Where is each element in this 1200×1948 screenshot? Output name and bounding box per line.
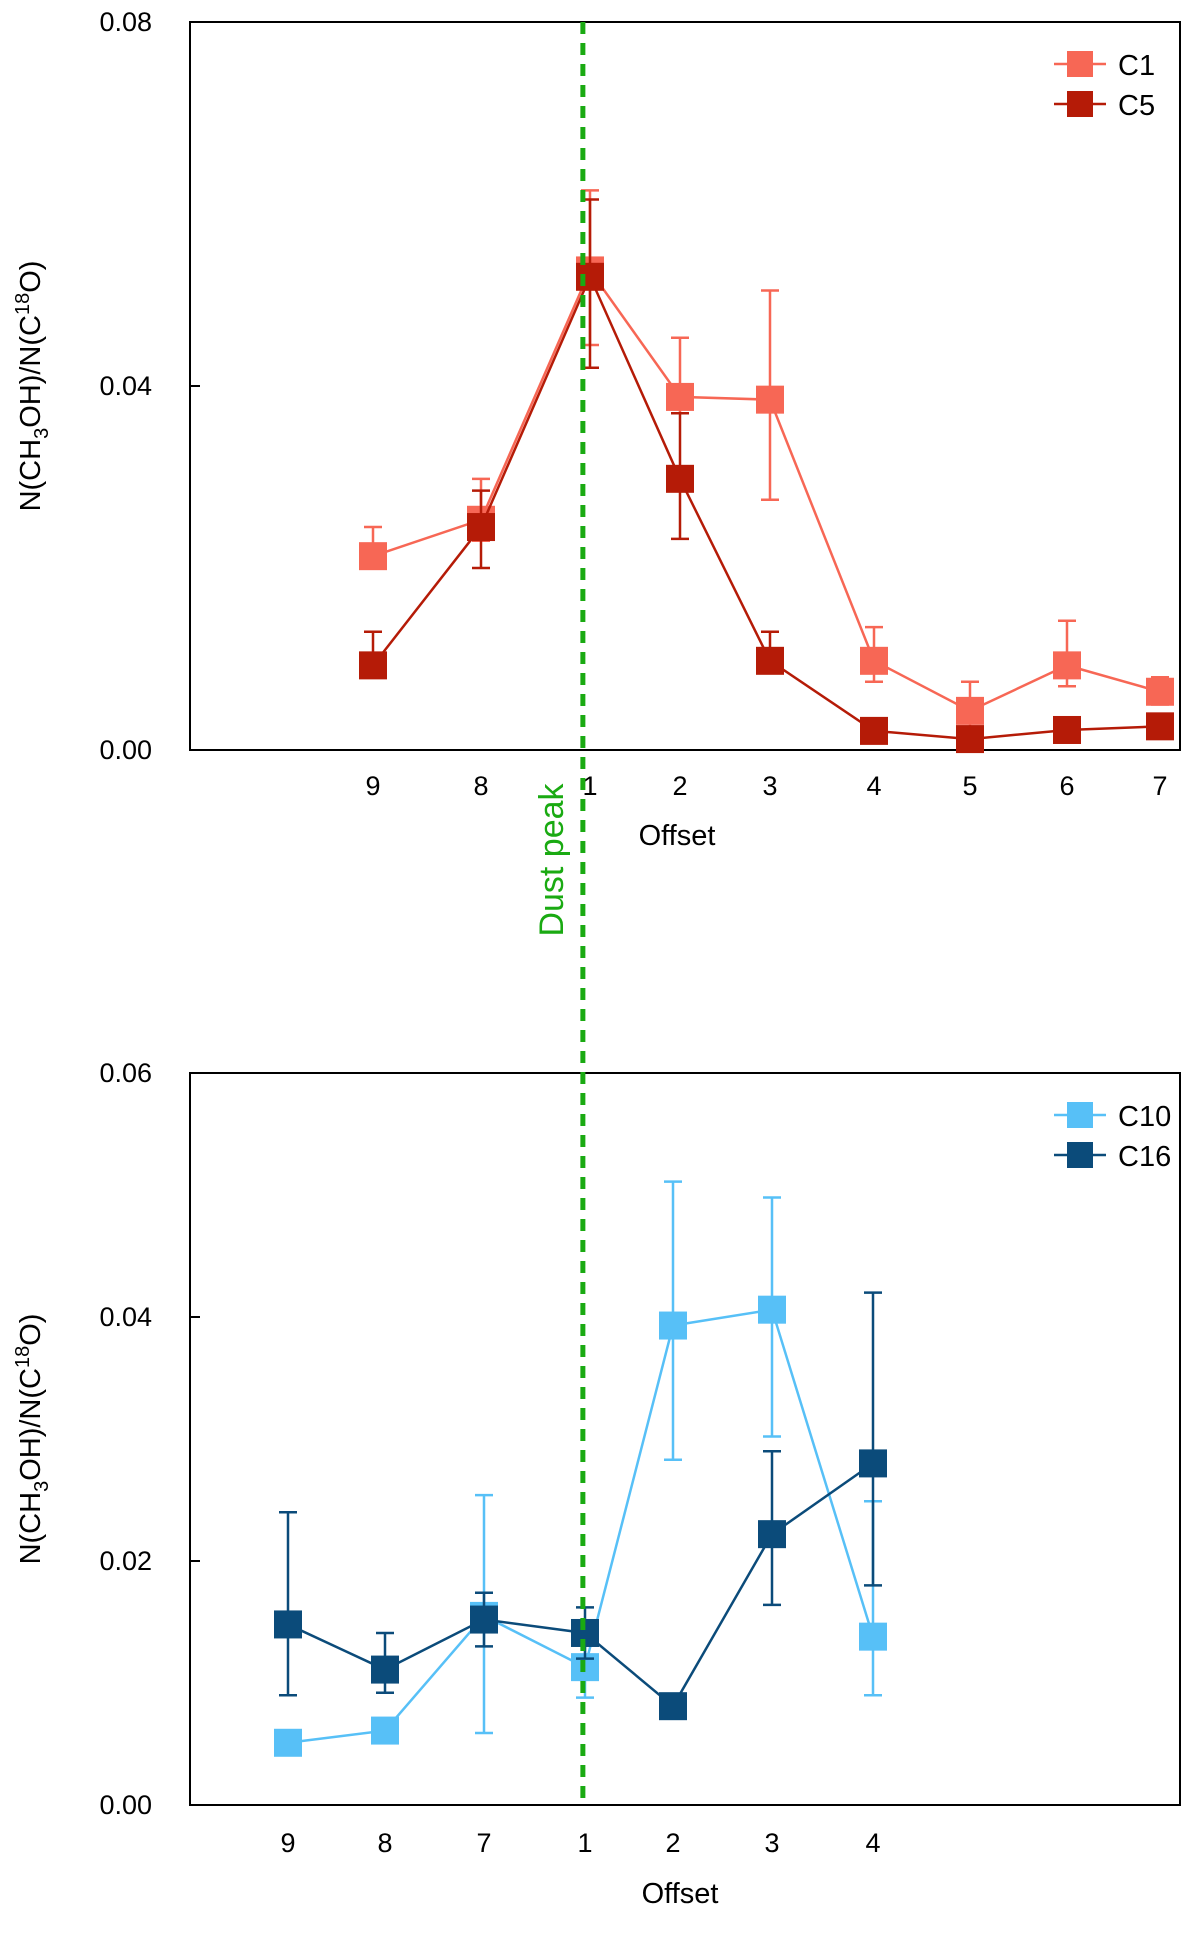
data-point [859,1622,887,1651]
data-point [371,1716,399,1745]
plot-frame [189,1072,1181,1806]
x-tick-label: 7 [476,1828,491,1858]
legend-marker-C1 [1067,51,1093,77]
data-point [1146,677,1174,706]
data-point [1053,715,1081,744]
y-tick-label: 0.04 [99,371,152,401]
data-point [666,382,694,411]
x-tick-label: 3 [762,771,777,801]
data-point [359,542,387,571]
dust-peak-annotation: Dust peak [533,22,586,1805]
data-point [758,1520,786,1549]
data-point [860,646,888,675]
data-point [1053,651,1081,680]
series-C16 [274,1291,887,1721]
x-tick-label: 8 [377,1828,392,1858]
x-tick-label: 4 [866,771,881,801]
data-point [956,725,984,754]
x-tick-label: 7 [1152,771,1167,801]
legend-marker-C16 [1067,1142,1093,1168]
y-tick-label: 0.00 [99,735,152,765]
data-point [274,1610,302,1639]
x-tick-label: 2 [672,771,687,801]
data-point [359,651,387,680]
data-point [467,513,495,542]
legend-label-C10: C10 [1118,1101,1171,1133]
series-C10 [274,1180,887,1757]
y-axis-title: N(CH3OH)/N(C18O) [12,1314,53,1565]
series-line-C1 [372,267,1161,713]
legend-marker-C10 [1067,1102,1093,1128]
legend-label-C16: C16 [1118,1141,1171,1173]
bottom-chart-panel: 0.00 0.02 0.04 0.06 9 8 7 1 2 3 4 Offset N(CH3OH)/N(… [12,1058,1181,1910]
x-tick-label: 8 [473,771,488,801]
data-point [758,1295,786,1324]
data-point [756,646,784,675]
legend-marker-C5 [1067,91,1093,117]
series-C5 [359,198,1174,754]
x-axis-title: Offset [639,820,716,852]
x-tick-label: 9 [365,771,380,801]
data-point [756,385,784,414]
y-tick-label: 0.02 [99,1546,152,1576]
data-point [470,1605,498,1634]
x-tick-label: 3 [764,1828,779,1858]
data-point [576,262,604,291]
x-tick-label: 9 [280,1828,295,1858]
x-tick-label: 1 [577,1828,592,1858]
data-point [666,464,694,493]
data-point [659,1692,687,1721]
legend-label-C5: C5 [1118,90,1155,122]
data-point [956,696,984,725]
data-point [1146,712,1174,741]
data-point [859,1449,887,1478]
y-axis-title: N(CH3OH)/N(C18O) [12,261,53,512]
data-point [274,1728,302,1757]
dust-peak-label: Dust peak [533,782,571,936]
y-tick-label: 0.04 [99,1302,152,1332]
x-tick-label: 6 [1059,771,1074,801]
y-tick-label: 0.00 [99,1790,152,1820]
y-tick-label: 0.08 [99,7,152,37]
top-chart-panel: 0.00 0.04 0.08 9 8 1 2 3 4 5 6 7 Offset N(CH3OH)/N(C1… [12,7,1181,852]
x-tick-label: 4 [865,1828,880,1858]
data-point [659,1311,687,1340]
legend-label-C1: C1 [1118,50,1155,82]
x-tick-label: 1 [582,771,597,801]
x-tick-label: 2 [665,1828,680,1858]
x-tick-label: 5 [962,771,977,801]
y-tick-label: 0.06 [99,1058,152,1088]
data-point [860,716,888,745]
x-axis-title: Offset [642,1878,719,1910]
data-point [371,1655,399,1684]
